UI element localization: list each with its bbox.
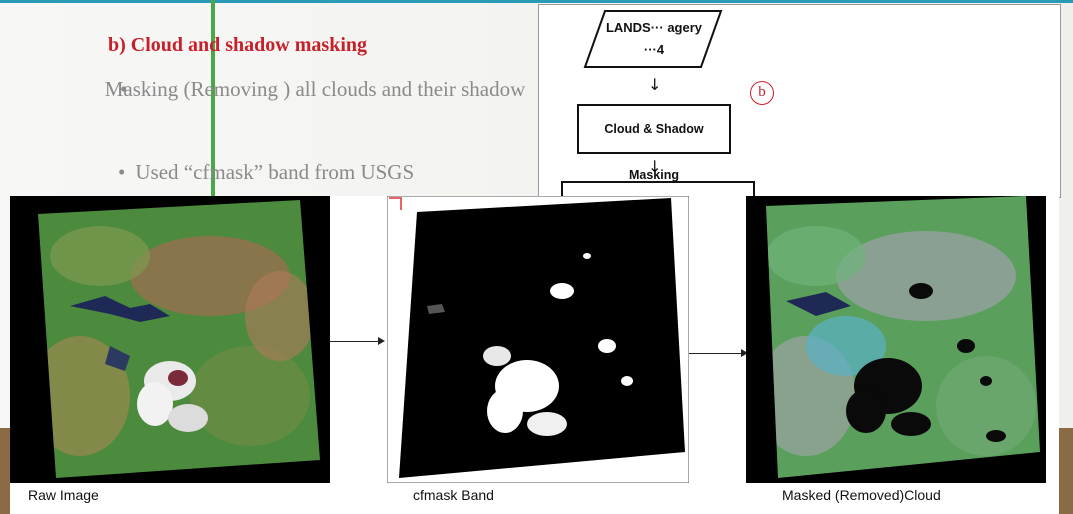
top-accent-line	[0, 0, 1073, 3]
connector-arrowhead-1	[378, 337, 385, 345]
step-marker: b	[750, 81, 774, 105]
connector-arrow-1	[330, 341, 378, 342]
bullet-dot: •	[120, 77, 128, 101]
input-label: LANDS··· agery ···4	[599, 17, 709, 61]
raw-image-caption: Raw Image	[28, 487, 99, 503]
bullet-masking: • Masking (Removing ) all clouds and the…	[100, 74, 530, 105]
next-step-box	[561, 181, 755, 197]
masked-image-caption: Masked (Removed)Cloud	[782, 487, 941, 503]
bullet-masking-text: Masking (Removing ) all clouds and their…	[104, 77, 526, 101]
input-parallelogram	[583, 10, 723, 68]
bullet-dot: •	[118, 160, 126, 184]
flow-arrow-2: ↓	[648, 157, 662, 176]
bullet-cfmask: • Used “cfmask” band from USGS	[118, 160, 414, 185]
cfmask-band-caption: cfmask Band	[413, 487, 494, 503]
connector-arrowhead-2	[741, 349, 748, 357]
raw-satellite-image	[10, 196, 330, 483]
image-comparison-strip: Raw Image cfmask Band	[10, 196, 1059, 514]
masked-image	[746, 196, 1046, 483]
flowchart-panel: LANDS··· agery ···4 ↓ b Cloud & Shadow M…	[538, 4, 1061, 198]
connector-arrow-2	[689, 353, 741, 354]
cfmask-band-image	[387, 196, 689, 483]
cloud-shadow-masking-step: Cloud & Shadow Masking	[577, 104, 731, 182]
input-label-line1: LANDS··· agery	[605, 20, 703, 35]
accent-bar	[211, 0, 215, 196]
flow-arrow-1: ↓	[648, 75, 662, 94]
input-label-line2: ···4	[643, 42, 665, 57]
bullet-cfmask-text: Used “cfmask” band from USGS	[135, 160, 415, 184]
section-heading: b) Cloud and shadow masking	[108, 34, 367, 56]
